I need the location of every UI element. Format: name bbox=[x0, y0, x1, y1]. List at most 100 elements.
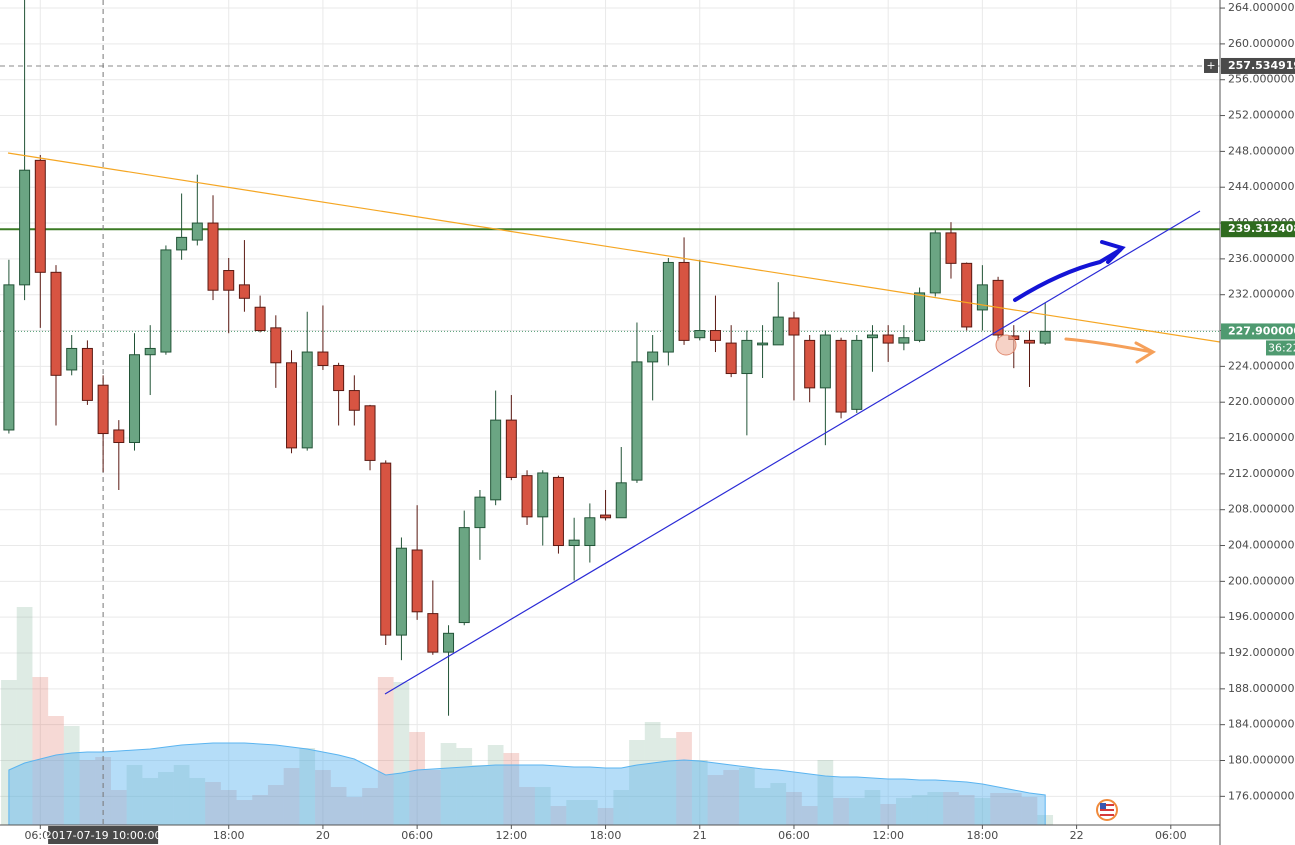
volume-bar bbox=[158, 772, 174, 825]
volume-bar bbox=[990, 793, 1006, 825]
candle bbox=[395, 537, 407, 661]
candle-body bbox=[945, 232, 957, 264]
x-tick-label: 22 bbox=[1070, 829, 1084, 842]
time-axis bbox=[0, 825, 1220, 845]
candle-body bbox=[97, 384, 109, 435]
candle bbox=[3, 259, 15, 434]
candle-body bbox=[144, 347, 156, 356]
candle bbox=[1023, 330, 1035, 387]
candle bbox=[223, 257, 235, 334]
candle-body bbox=[50, 271, 62, 376]
candle bbox=[129, 333, 141, 451]
crosshair-label-box bbox=[48, 826, 159, 844]
candle bbox=[333, 362, 345, 426]
volume-bar bbox=[79, 760, 96, 825]
candle bbox=[97, 375, 109, 473]
volume-bar bbox=[676, 732, 692, 825]
x-tick-label: 06:00 bbox=[1155, 829, 1187, 842]
y-tick-label: 200.00000000 bbox=[1228, 574, 1295, 587]
candle-body bbox=[270, 327, 282, 364]
candle bbox=[772, 282, 784, 346]
volume-bar bbox=[393, 682, 410, 825]
candle-body bbox=[207, 222, 219, 291]
volume-bar bbox=[173, 765, 190, 825]
volume-bar bbox=[864, 790, 881, 825]
candle bbox=[458, 510, 470, 626]
y-tick-label: 264.00000000 bbox=[1228, 1, 1295, 14]
volume-bar bbox=[707, 775, 724, 825]
candle bbox=[945, 222, 957, 279]
candle-body bbox=[851, 339, 863, 410]
y-tick-label: 248.00000000 bbox=[1228, 144, 1295, 157]
candle bbox=[976, 265, 988, 331]
candle bbox=[709, 295, 721, 353]
candle-body bbox=[866, 334, 878, 339]
candle bbox=[914, 287, 926, 343]
volume-bar bbox=[236, 800, 253, 825]
volume-bar bbox=[613, 790, 630, 825]
volume-bar bbox=[629, 740, 645, 825]
candle bbox=[694, 259, 706, 341]
volume-bar bbox=[299, 748, 316, 825]
candle bbox=[380, 460, 392, 645]
y-tick-label: 252.00000000 bbox=[1228, 109, 1295, 122]
candle-body bbox=[615, 482, 627, 519]
x-tick-label: 21 bbox=[693, 829, 707, 842]
volume-bar bbox=[723, 770, 740, 825]
candle-body bbox=[3, 284, 15, 431]
volume-bar bbox=[896, 798, 912, 825]
volume-bar bbox=[1, 680, 17, 825]
crosshair-plus bbox=[1204, 58, 1218, 73]
volume-bar bbox=[220, 790, 237, 825]
candle-body bbox=[568, 539, 580, 547]
volume-bar bbox=[597, 808, 614, 825]
candle bbox=[427, 580, 439, 655]
candle-body bbox=[505, 419, 517, 478]
y-tick-label: 188.00000000 bbox=[1228, 682, 1295, 695]
candle-body bbox=[254, 306, 266, 332]
volume-bar bbox=[958, 795, 975, 825]
candle-body bbox=[976, 284, 988, 311]
candle-body bbox=[914, 292, 926, 341]
volume-bar bbox=[550, 806, 567, 825]
candle-body bbox=[301, 351, 313, 449]
candle-body bbox=[286, 362, 298, 449]
candle-body bbox=[458, 527, 470, 624]
y-tick-label: 176.00000000 bbox=[1228, 789, 1295, 802]
volume-bar bbox=[424, 770, 441, 825]
y-tick-label: 184.00000000 bbox=[1228, 718, 1295, 731]
candle-body bbox=[929, 232, 941, 294]
volume-bar bbox=[362, 788, 378, 825]
candle bbox=[411, 505, 423, 620]
candle bbox=[1039, 302, 1051, 345]
candle bbox=[34, 154, 46, 328]
candle-body bbox=[427, 613, 439, 653]
price-axis bbox=[1220, 0, 1295, 845]
candle-body bbox=[631, 361, 643, 481]
candle bbox=[254, 295, 266, 333]
countdown: 36:22 bbox=[1268, 341, 1295, 354]
candle-body bbox=[647, 351, 659, 363]
y-tick-label: 216.00000000 bbox=[1228, 431, 1295, 444]
volume-bar bbox=[472, 765, 488, 825]
volume-bar bbox=[142, 778, 159, 825]
volume-bar bbox=[848, 798, 865, 825]
candle-body bbox=[898, 337, 910, 344]
volume-bar bbox=[660, 738, 677, 825]
volume-bar bbox=[581, 800, 598, 825]
candle-body bbox=[474, 496, 486, 529]
volume-bar bbox=[283, 768, 300, 825]
candle bbox=[19, 0, 31, 301]
candle-body bbox=[113, 429, 125, 444]
x-tick-label: 06:00 bbox=[401, 829, 433, 842]
candle-body bbox=[662, 261, 674, 353]
y-tick-label: 220.00000000 bbox=[1228, 395, 1295, 408]
price-label: 227.90000000 bbox=[1228, 324, 1295, 337]
volume-bar bbox=[63, 726, 80, 825]
candle-body bbox=[380, 462, 392, 636]
candle-body bbox=[552, 476, 564, 547]
volume-bar bbox=[409, 732, 425, 825]
candle-body bbox=[443, 632, 455, 653]
volume-bar bbox=[739, 768, 755, 825]
